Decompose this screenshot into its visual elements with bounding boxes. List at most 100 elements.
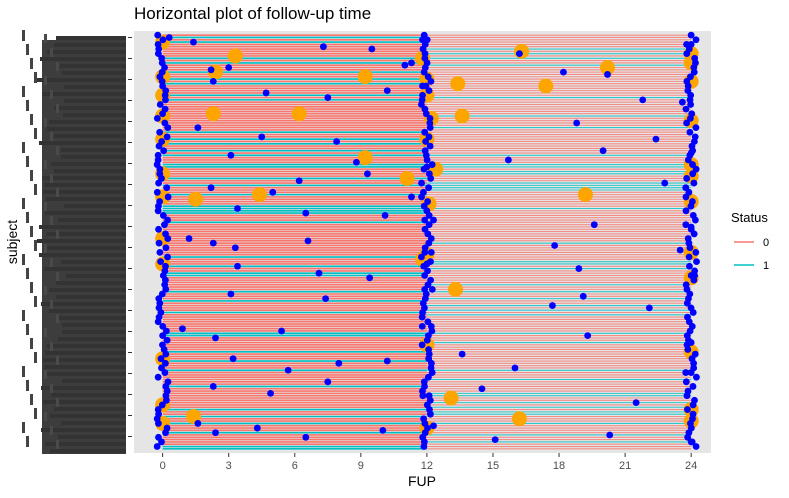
- event-point: [682, 193, 690, 201]
- y-tick: [128, 226, 132, 227]
- y-tick-label-mark: [62, 330, 126, 334]
- event-point: [162, 96, 169, 104]
- event-point: [419, 392, 427, 400]
- y-tick-label-mark: [30, 394, 33, 405]
- event-point: [295, 177, 303, 185]
- event-point: [159, 322, 167, 330]
- event-point: [420, 443, 428, 450]
- y-tick-label-mark: [44, 244, 47, 253]
- y-tick-label-mark: [44, 370, 47, 379]
- event-point: [691, 216, 699, 224]
- event-point: [154, 31, 162, 39]
- event-point: [418, 341, 426, 349]
- event-point: [516, 50, 523, 58]
- event-point: [683, 392, 691, 400]
- event-point: [162, 359, 169, 367]
- x-axis-title: FUP: [408, 473, 436, 489]
- y-tick-label-mark: [47, 232, 126, 236]
- event-point: [682, 221, 690, 229]
- event-point: [689, 170, 697, 178]
- event-point: [319, 43, 327, 51]
- censor-point: [448, 281, 464, 297]
- event-point: [163, 336, 171, 344]
- event-point: [366, 274, 374, 282]
- event-point: [428, 161, 436, 168]
- y-tick: [128, 37, 132, 38]
- censor-point: [599, 60, 615, 76]
- censor-point: [577, 187, 593, 203]
- y-tick-label-mark: [34, 240, 37, 251]
- event-point: [687, 101, 695, 108]
- event-point: [225, 64, 233, 71]
- event-point: [419, 82, 426, 90]
- event-point: [687, 73, 694, 81]
- y-tick-label-mark: [43, 358, 126, 362]
- y-tick-label-mark: [34, 408, 37, 419]
- y-tick: [128, 268, 132, 269]
- event-point: [692, 124, 700, 131]
- event-point: [153, 114, 161, 122]
- y-tick: [128, 100, 132, 101]
- event-point: [686, 114, 694, 122]
- event-point: [162, 429, 169, 437]
- y-tick-label-mark: [64, 204, 126, 208]
- event-point: [425, 392, 433, 400]
- event-point: [162, 244, 170, 252]
- event-point: [212, 429, 219, 437]
- legend: Status 0 1: [731, 210, 769, 272]
- y-tick: [128, 352, 132, 353]
- event-point: [153, 443, 161, 450]
- event-point: [682, 369, 690, 376]
- event-point: [164, 193, 172, 201]
- y-tick-label-mark: [49, 288, 126, 292]
- y-tick: [128, 310, 132, 311]
- y-tick-label-mark: [40, 57, 126, 61]
- y-tick: [128, 205, 132, 206]
- censor-point: [399, 170, 415, 186]
- event-point: [692, 36, 700, 44]
- y-tick-label-mark: [61, 155, 126, 159]
- y-tick-label-mark: [56, 36, 126, 40]
- y-tick: [128, 331, 132, 332]
- y-tick-label-mark: [49, 120, 126, 124]
- event-point: [160, 147, 168, 155]
- censor-point: [454, 108, 470, 124]
- event-point: [683, 119, 690, 127]
- chart-title: Horizontal plot of follow-up time: [134, 4, 371, 23]
- event-point: [155, 179, 162, 187]
- event-point: [632, 399, 640, 407]
- y-tick-label-mark: [62, 323, 126, 327]
- y-tick-label-mark: [22, 86, 25, 97]
- event-point: [158, 401, 166, 409]
- event-point: [209, 239, 217, 247]
- y-tick-label-mark: [61, 148, 126, 152]
- y-tick-label-mark: [51, 393, 126, 397]
- y-tick-label-mark: [49, 309, 126, 313]
- event-point: [163, 184, 171, 192]
- censor-point: [252, 187, 268, 203]
- event-point: [335, 359, 343, 367]
- y-tick: [128, 184, 132, 185]
- y-tick-label-mark: [54, 407, 126, 411]
- y-tick: [128, 163, 132, 164]
- event-point: [425, 373, 432, 381]
- y-tick-label-mark: [22, 30, 25, 41]
- y-tick-label-mark: [44, 328, 47, 337]
- x-tick-label: 0: [160, 460, 166, 472]
- event-point: [686, 262, 693, 270]
- event-point: [686, 128, 694, 136]
- y-tick-label-mark: [26, 380, 29, 391]
- event-point: [164, 124, 172, 131]
- y-tick-label-mark: [37, 239, 126, 243]
- event-point: [423, 156, 431, 164]
- event-point: [420, 68, 428, 76]
- event-point: [278, 327, 285, 335]
- event-point: [686, 244, 694, 252]
- event-point: [606, 431, 614, 439]
- event-point: [428, 285, 436, 293]
- y-tick-label-mark: [26, 268, 29, 279]
- y-tick-label-mark: [58, 435, 126, 439]
- y-tick-label-mark: [54, 134, 126, 138]
- y-tick-label-mark: [56, 281, 126, 285]
- event-point: [683, 175, 691, 182]
